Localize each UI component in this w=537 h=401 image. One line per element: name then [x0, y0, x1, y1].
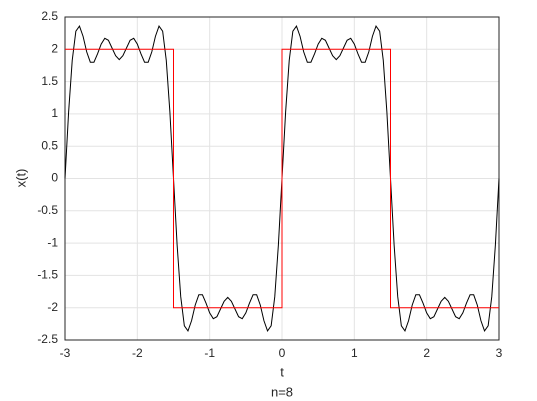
x-axis-label: t: [280, 364, 284, 379]
y-tick-label: -0.5: [37, 203, 58, 217]
y-tick-label: -1.5: [37, 268, 58, 282]
y-tick-label: 1.5: [41, 74, 58, 88]
x-tick-label: 1: [351, 346, 358, 360]
caption: n=8: [271, 384, 293, 399]
series-line: [65, 48, 499, 309]
y-tick-label: 0.5: [41, 138, 58, 152]
y-tick-label: 0: [51, 171, 58, 185]
x-tick-label: -1: [204, 346, 215, 360]
y-tick-label: 2: [51, 41, 58, 55]
x-tick-label: -2: [132, 346, 143, 360]
x-tick-label: 2: [423, 346, 430, 360]
y-tick-label: 2.5: [41, 9, 58, 23]
x-tick-label: -3: [60, 346, 71, 360]
y-tick-label: -1: [47, 235, 58, 249]
x-tick-label: 0: [279, 346, 286, 360]
y-tick-label: -2: [47, 300, 58, 314]
y-axis-label: x(t): [13, 169, 28, 188]
x-tick-label: 3: [496, 346, 503, 360]
y-tick-label: -2.5: [37, 332, 58, 346]
y-tick-label: 1: [51, 106, 58, 120]
